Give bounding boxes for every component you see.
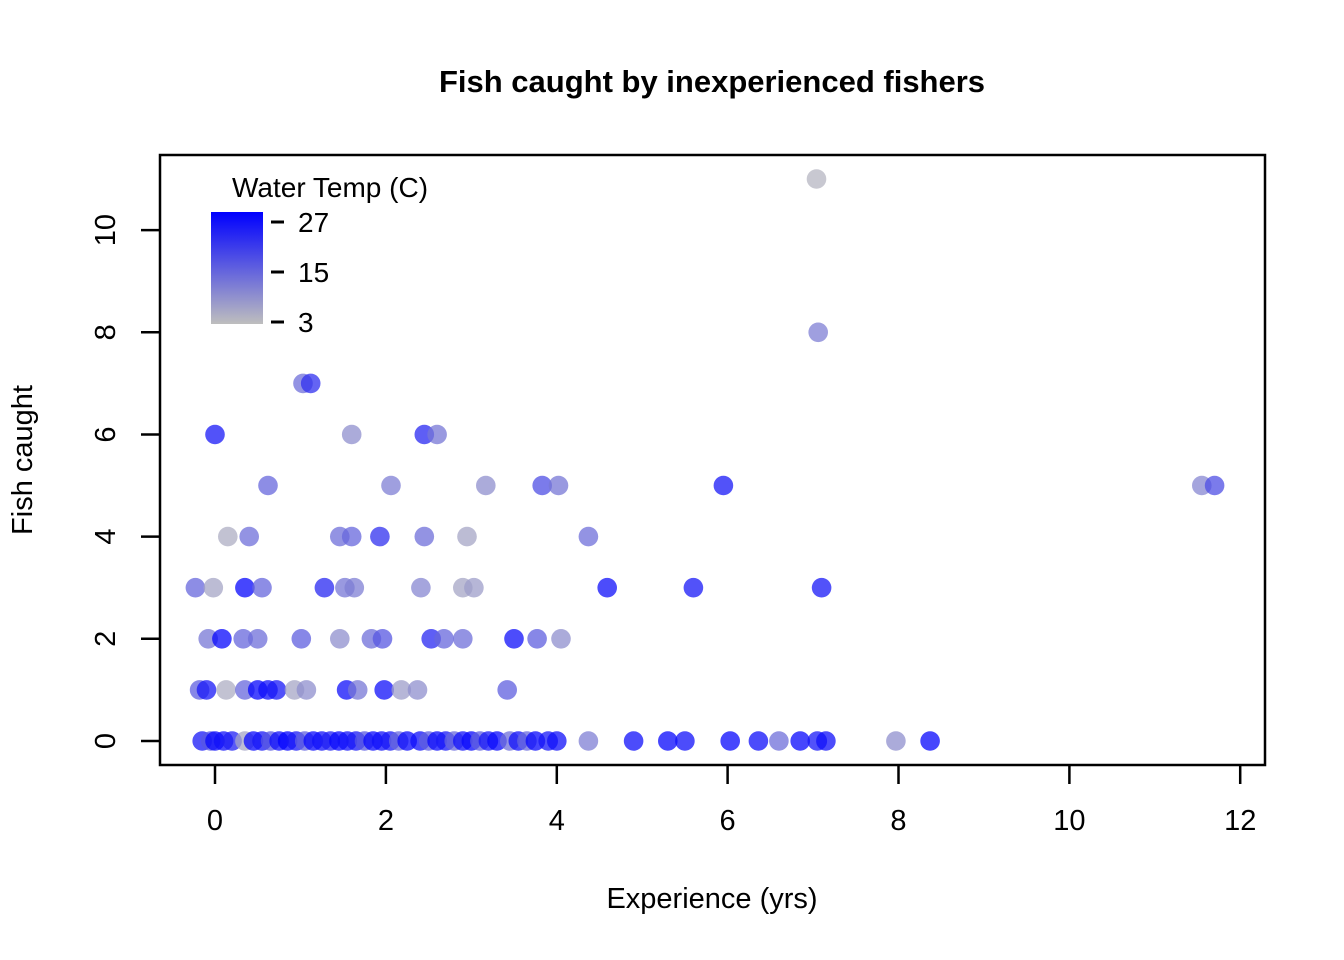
legend-tick-label: 27 <box>298 207 329 238</box>
data-point <box>381 475 401 496</box>
data-point <box>314 577 335 598</box>
data-point <box>816 731 836 751</box>
legend-title: Water Temp (C) <box>232 172 428 203</box>
data-point <box>205 424 225 445</box>
data-point <box>239 526 259 547</box>
data-point <box>658 731 678 751</box>
x-tick-label: 4 <box>549 805 565 837</box>
data-point <box>1204 475 1225 496</box>
data-point <box>497 680 517 700</box>
x-tick-label: 2 <box>378 805 394 837</box>
data-point <box>464 577 484 598</box>
data-point <box>411 577 431 598</box>
y-tick-label: 8 <box>90 324 122 340</box>
data-point <box>347 680 368 700</box>
data-point <box>372 629 393 649</box>
data-point <box>341 526 362 547</box>
y-tick-label: 2 <box>90 631 122 647</box>
data-point <box>252 577 272 598</box>
data-point <box>548 475 569 496</box>
data-point <box>291 629 312 649</box>
plot-border <box>158 153 1267 767</box>
data-point <box>370 526 390 547</box>
data-point <box>414 526 435 547</box>
data-point <box>203 577 224 598</box>
data-point <box>811 577 832 598</box>
y-axis: 0 2 4 6 8 10 <box>90 214 159 749</box>
data-point <box>769 731 789 751</box>
data-point <box>551 629 571 649</box>
data-point <box>713 475 734 496</box>
data-point <box>247 629 268 649</box>
data-point <box>233 629 253 649</box>
data-point <box>578 731 599 751</box>
data-point <box>434 629 454 649</box>
data-point <box>218 526 238 547</box>
data-point <box>198 629 218 649</box>
data-point <box>296 680 317 700</box>
data-point <box>341 424 362 445</box>
data-point <box>212 629 232 649</box>
data-point <box>808 322 828 343</box>
x-axis-title: Experience (yrs) <box>606 883 817 915</box>
data-point <box>407 680 428 700</box>
plot-title: Fish caught by inexperienced fishers <box>439 64 985 99</box>
x-tick-label: 6 <box>720 805 736 837</box>
data-point <box>504 629 524 649</box>
y-tick-label: 10 <box>90 214 122 246</box>
data-point <box>720 731 740 751</box>
data-point <box>330 629 350 649</box>
legend-tick-label: 3 <box>298 307 314 338</box>
data-point <box>578 526 599 547</box>
y-axis-title: Fish caught <box>7 385 39 535</box>
data-point <box>427 424 447 445</box>
data-point <box>300 373 321 394</box>
data-point <box>266 680 287 700</box>
x-tick-label: 8 <box>890 805 906 837</box>
y-tick-label: 4 <box>90 529 122 545</box>
data-point <box>527 629 547 649</box>
data-point <box>216 680 236 700</box>
y-tick-label: 6 <box>90 426 122 442</box>
data-point <box>806 169 827 189</box>
data-point <box>235 577 255 598</box>
data-point <box>886 731 906 751</box>
data-point <box>391 680 412 700</box>
legend-tick-label: 15 <box>298 257 329 288</box>
y-tick-label: 0 <box>90 733 122 749</box>
data-point <box>196 680 217 700</box>
legend: Water Temp (C) 27 15 3 <box>211 172 428 338</box>
data-point <box>374 680 395 700</box>
data-point <box>185 577 206 598</box>
legend-gradient-bar <box>211 212 263 324</box>
data-point <box>258 475 278 496</box>
data-point <box>457 526 477 547</box>
x-axis: 0 2 4 6 8 10 12 <box>207 766 1256 837</box>
data-point <box>790 731 810 751</box>
x-tick-label: 0 <box>207 805 223 837</box>
x-tick-label: 12 <box>1224 805 1256 837</box>
data-point <box>597 577 617 598</box>
data-point <box>623 731 644 751</box>
data-point <box>476 475 496 496</box>
data-point <box>748 731 769 751</box>
data-point <box>675 731 695 751</box>
legend-ticks: 27 15 3 <box>271 207 329 338</box>
x-tick-label: 10 <box>1053 805 1085 837</box>
data-point <box>683 577 704 598</box>
data-point <box>547 731 567 751</box>
data-point <box>453 629 473 649</box>
data-point <box>920 731 940 751</box>
data-point <box>344 577 365 598</box>
points-layer <box>185 169 1225 751</box>
data-point <box>532 475 552 496</box>
